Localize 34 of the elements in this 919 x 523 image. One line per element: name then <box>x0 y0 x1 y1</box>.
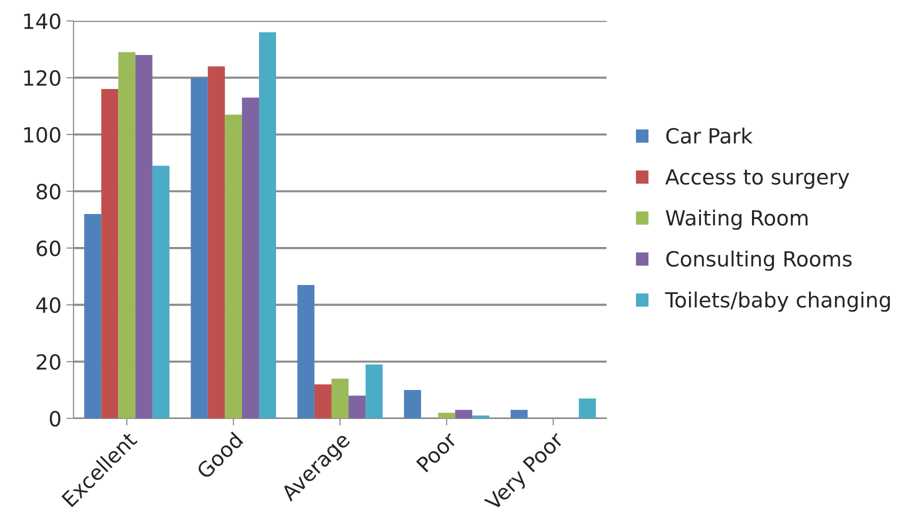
legend-label: Access to surgery <box>665 169 850 189</box>
bar <box>242 98 260 418</box>
bar <box>84 214 102 418</box>
y-tick-label: 40 <box>36 297 60 314</box>
bar <box>404 390 422 418</box>
bar <box>152 166 170 418</box>
legend-label: Toilets/baby changing <box>665 292 890 312</box>
y-tick-label: 20 <box>36 354 60 370</box>
bar <box>455 410 472 418</box>
bar <box>348 396 366 418</box>
legend-label: Consulting Rooms <box>666 250 852 271</box>
y-tick-label: 0 <box>50 410 60 427</box>
bar <box>366 364 383 418</box>
bar <box>135 54 152 418</box>
y-tick-label: 60 <box>36 240 60 256</box>
bar <box>190 78 208 418</box>
y-tick-label: 120 <box>24 70 60 86</box>
legend-label: Waiting Room <box>666 210 808 230</box>
bar <box>472 416 490 418</box>
bar <box>224 114 242 418</box>
bar <box>208 66 225 418</box>
y-tick-label: 80 <box>36 184 60 200</box>
y-tick-label: 140 <box>24 13 60 30</box>
bar <box>314 384 332 418</box>
bar <box>297 284 314 418</box>
bar <box>118 52 136 418</box>
legend-label: Car Park <box>666 128 753 144</box>
bar <box>578 398 596 418</box>
bar <box>332 378 349 418</box>
bar <box>438 412 456 418</box>
bar <box>259 32 276 418</box>
bar <box>101 89 118 418</box>
y-tick-label: 100 <box>24 126 60 143</box>
bar <box>510 410 528 418</box>
